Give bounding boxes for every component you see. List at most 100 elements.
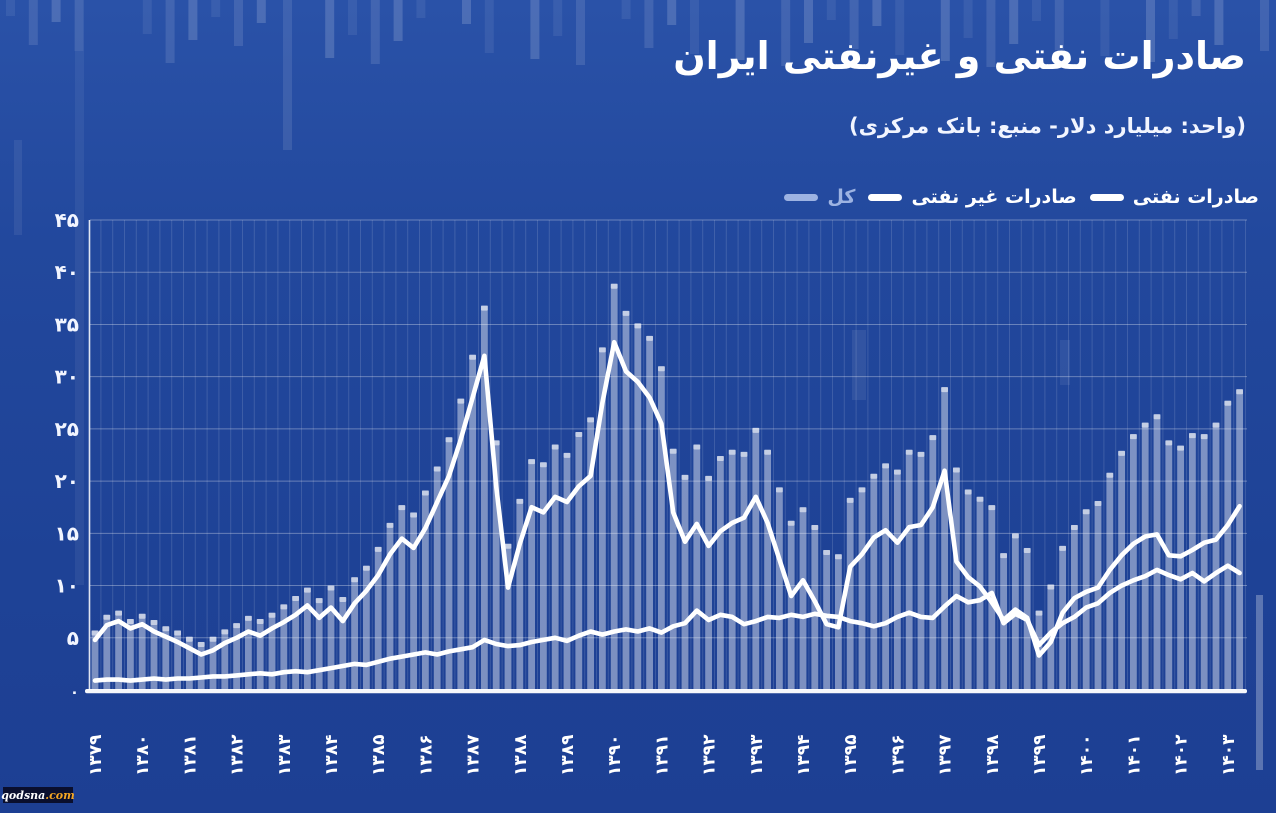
total-bar-cap — [245, 615, 252, 621]
total-bar-cap — [870, 473, 878, 479]
total-bar-cap — [669, 448, 677, 454]
total-bar — [717, 456, 724, 690]
total-bar — [646, 335, 653, 690]
chart-subtitle: (واحد: میلیارد دلار- منبع: بانک مرکزی) — [849, 114, 1246, 138]
total-bar-cap — [658, 366, 665, 372]
total-bar-cap — [634, 323, 642, 329]
total-bar-cap — [858, 487, 866, 493]
total-bar-cap — [846, 497, 854, 503]
total-bar-cap — [1153, 414, 1161, 420]
total-bar — [1094, 500, 1102, 690]
x-axis-year-label: ۱۴۰۳ — [1219, 734, 1239, 776]
x-axis-year-label: ۱۳۸۲ — [228, 734, 248, 776]
y-axis-tick-label: ۵ — [67, 626, 79, 650]
x-axis-year-label: ۱۳۹۶ — [888, 734, 908, 776]
legend-label-nonoil-exports: صادرات غیر نفتی — [911, 186, 1077, 208]
decorative-bar — [895, 0, 905, 55]
total-bar-cap — [1141, 422, 1149, 428]
decorative-streak — [75, 0, 84, 585]
total-bar-cap — [811, 524, 819, 530]
total-bar-cap — [787, 520, 795, 526]
x-axis-year-label: ۱۴۰۱ — [1124, 734, 1144, 776]
total-bar-cap — [292, 596, 299, 601]
total-bar — [622, 310, 630, 690]
total-bar-cap — [681, 474, 689, 480]
decorative-bar — [1100, 0, 1110, 56]
total-bar-cap — [445, 437, 453, 443]
total-bar-cap — [1118, 450, 1125, 456]
total-bar — [799, 507, 807, 690]
total-bar-cap — [941, 387, 948, 393]
total-bar-cap — [422, 490, 429, 496]
total-bar-cap — [1071, 524, 1078, 530]
total-bar — [374, 546, 382, 690]
total-bar-cap — [776, 487, 783, 493]
decorative-bar — [1032, 0, 1041, 21]
total-bar-cap — [315, 598, 323, 604]
total-bar — [941, 387, 948, 690]
decorative-bar — [393, 0, 403, 41]
total-bar — [669, 448, 677, 690]
total-bar — [91, 630, 99, 690]
total-bar-cap — [174, 630, 181, 636]
total-bar-cap — [1200, 434, 1208, 440]
total-bar-cap — [363, 565, 370, 571]
total-bar-cap — [551, 444, 559, 450]
total-bar-cap — [103, 614, 111, 620]
total-bar-cap — [516, 498, 524, 504]
total-bar-cap — [1059, 545, 1066, 551]
total-bar — [398, 505, 406, 690]
total-bar-cap — [374, 546, 382, 552]
decorative-bar — [804, 0, 813, 43]
total-bar — [705, 475, 712, 690]
total-bar-cap — [386, 522, 394, 528]
decorative-bar — [28, 0, 38, 45]
total-bar — [811, 524, 819, 690]
x-axis-year-label: ۱۳۹۹ — [1030, 734, 1050, 776]
decorative-streak — [1256, 595, 1263, 770]
total-bar — [858, 487, 866, 690]
total-bar — [870, 473, 878, 690]
total-bar-cap — [339, 597, 347, 603]
x-axis-year-label: ۱۳۹۸ — [983, 734, 1003, 776]
qodsna-watermark-name: qodsna — [1, 788, 46, 802]
total-bar — [339, 597, 347, 690]
decorative-bar — [165, 0, 175, 63]
chart-legend: صادرات نفتی صادرات غیر نفتی کل — [784, 184, 1259, 210]
x-axis-line — [85, 689, 1247, 694]
decorative-bar — [735, 0, 745, 60]
decorative-bar — [781, 0, 791, 66]
x-axis-year-label: ۱۳۹۴ — [794, 734, 814, 776]
total-bar — [563, 452, 571, 690]
total-bar — [953, 467, 960, 690]
total-bar — [233, 623, 240, 690]
qodsna-watermark-tld: .com — [45, 788, 75, 802]
total-bar-cap — [469, 354, 476, 360]
total-bar-cap — [823, 550, 830, 556]
total-bar-cap — [929, 435, 937, 441]
total-bar-cap — [599, 347, 606, 353]
x-axis-year-label: ۱۳۸۷ — [464, 734, 484, 776]
total-bar-cap — [1130, 434, 1137, 440]
total-bar — [658, 366, 665, 690]
total-bar-cap — [150, 620, 158, 626]
total-bar-cap — [221, 629, 229, 635]
total-bar-cap — [905, 449, 913, 455]
total-bar-cap — [197, 641, 205, 647]
total-bar-cap — [835, 554, 842, 560]
total-bar — [1106, 472, 1114, 690]
total-bar — [327, 585, 335, 690]
total-bar-cap — [304, 587, 311, 593]
total-bar — [1130, 434, 1137, 690]
oil-series-swatch-icon — [1089, 193, 1124, 201]
total-bar — [976, 496, 984, 690]
decorative-bar — [484, 0, 494, 53]
total-bar — [1212, 422, 1220, 690]
legend-item-nonoil-exports: صادرات غیر نفتی — [868, 186, 1077, 208]
total-bar — [846, 497, 854, 690]
decorative-bar — [963, 0, 973, 38]
nonoil-exports-line — [92, 563, 1242, 683]
x-axis-year-label: ۱۳۹۵ — [841, 734, 861, 776]
total-bar — [917, 451, 925, 690]
